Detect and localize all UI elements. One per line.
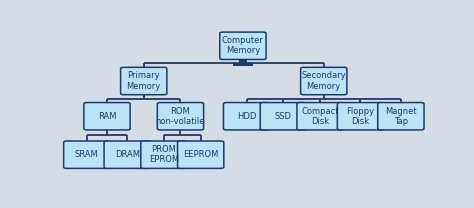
FancyBboxPatch shape [120,67,167,95]
Text: SRAM: SRAM [75,150,99,159]
FancyBboxPatch shape [297,103,343,130]
Text: Floppy
Disk: Floppy Disk [346,107,374,126]
FancyBboxPatch shape [301,67,347,95]
Text: EEPROM: EEPROM [183,150,219,159]
FancyBboxPatch shape [157,103,204,130]
FancyBboxPatch shape [104,141,150,168]
FancyBboxPatch shape [239,58,246,63]
FancyBboxPatch shape [223,103,270,130]
Text: Computer
Memory: Computer Memory [222,36,264,55]
Text: PROM
EPROM: PROM EPROM [149,145,179,164]
FancyBboxPatch shape [178,141,224,168]
FancyBboxPatch shape [141,141,187,168]
FancyBboxPatch shape [337,103,383,130]
Text: Compact
Disk: Compact Disk [301,107,339,126]
FancyBboxPatch shape [260,103,307,130]
FancyBboxPatch shape [84,103,130,130]
Text: HDD: HDD [237,112,256,121]
FancyBboxPatch shape [233,63,253,66]
Text: RAM: RAM [98,112,116,121]
Text: ROM
non-volatile: ROM non-volatile [156,107,205,126]
Text: DRAM: DRAM [115,150,140,159]
FancyBboxPatch shape [64,141,110,168]
Text: Primary
Memory: Primary Memory [127,72,161,90]
Text: SSD: SSD [275,112,292,121]
FancyBboxPatch shape [220,32,266,59]
Text: Secondary
Memory: Secondary Memory [301,72,346,90]
FancyBboxPatch shape [378,103,424,130]
Text: Magnet
Tap: Magnet Tap [385,107,417,126]
